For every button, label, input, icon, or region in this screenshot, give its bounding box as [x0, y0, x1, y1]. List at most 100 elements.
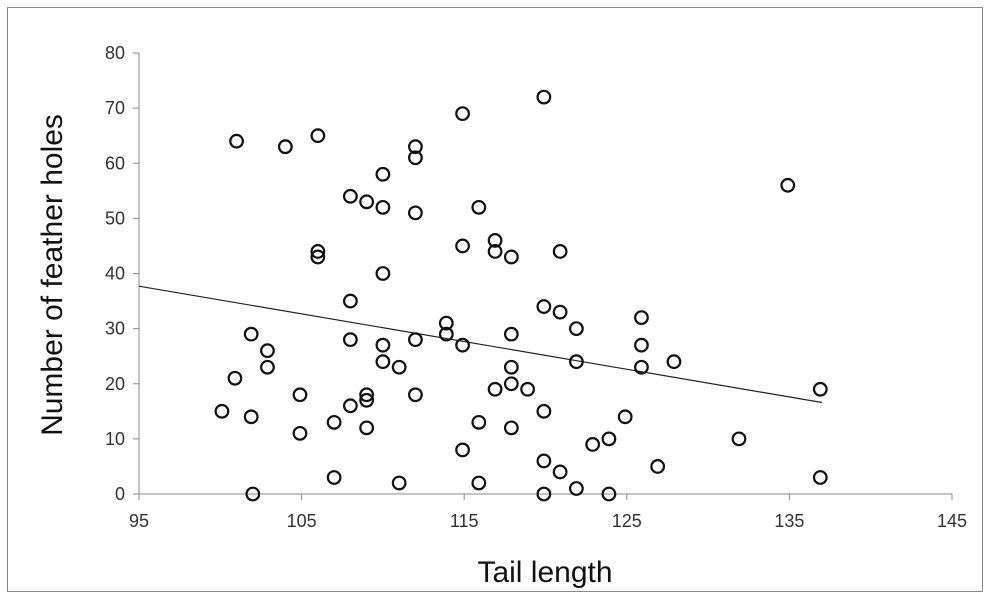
x-tick-label: 95	[129, 511, 149, 531]
data-point	[243, 409, 259, 425]
data-point	[408, 139, 423, 155]
x-tick-label: 135	[774, 511, 804, 531]
data-point	[471, 199, 487, 215]
data-point	[601, 486, 617, 502]
data-point	[260, 343, 275, 359]
data-point	[455, 106, 470, 122]
data-point	[375, 266, 391, 281]
data-point	[503, 326, 519, 342]
data-point	[666, 354, 682, 370]
data-point	[214, 403, 230, 419]
data-point	[245, 486, 261, 502]
data-point	[552, 304, 568, 320]
data-point	[310, 249, 326, 265]
y-tick-label: 20	[105, 374, 125, 394]
data-point	[310, 128, 326, 144]
y-tick-label: 50	[105, 208, 125, 228]
data-point	[503, 359, 519, 375]
data-point	[326, 414, 342, 430]
axes: 0 10 20 30 40 50 60 70 80 95 105 115 125 135 145	[105, 43, 967, 531]
data-point	[503, 249, 519, 265]
data-point	[375, 199, 391, 215]
data-point	[471, 414, 487, 430]
data-point	[375, 354, 391, 370]
data-point	[227, 370, 243, 386]
data-point	[812, 381, 828, 397]
data-point	[342, 398, 358, 414]
data-point	[487, 244, 503, 259]
data-point	[359, 392, 375, 408]
data-point	[536, 89, 552, 105]
x-tick-label: 115	[450, 511, 479, 531]
data-point	[438, 326, 454, 342]
data-point	[292, 425, 308, 441]
y-tick-label: 40	[105, 264, 125, 284]
x-tick-label: 125	[612, 511, 642, 531]
data-point	[408, 387, 423, 403]
data-point	[634, 337, 649, 353]
data-point	[487, 381, 503, 397]
data-point	[487, 233, 503, 248]
y-tick-label: 10	[105, 429, 125, 449]
data-point	[277, 139, 293, 155]
data-point	[471, 475, 487, 491]
data-point	[552, 464, 568, 480]
data-point	[359, 194, 375, 210]
data-point	[601, 431, 617, 447]
data-point	[391, 359, 407, 375]
y-axis-label: Number of feather holes	[36, 114, 69, 436]
data-point	[292, 387, 308, 403]
data-point	[536, 453, 552, 469]
data-point	[568, 321, 584, 337]
data-point	[552, 244, 568, 259]
y-tick-label: 70	[105, 98, 125, 118]
y-tick-label: 80	[105, 43, 125, 63]
data-point	[391, 475, 407, 491]
data-point	[503, 376, 519, 392]
data-point	[260, 359, 275, 375]
data-point	[617, 409, 633, 425]
y-tick-label: 30	[105, 319, 125, 339]
x-tick-label: 145	[937, 511, 967, 531]
y-tick-label: 0	[115, 484, 125, 504]
trendline-group	[138, 285, 823, 404]
data-point	[568, 354, 584, 370]
data-point	[780, 177, 796, 193]
data-point	[568, 481, 584, 496]
data-point	[342, 332, 358, 348]
data-point	[536, 403, 552, 419]
data-point	[634, 310, 649, 326]
data-point	[342, 293, 358, 309]
data-point	[650, 459, 666, 474]
data-point	[408, 332, 423, 348]
data-point	[310, 244, 326, 259]
data-point	[812, 470, 828, 485]
data-point	[229, 133, 244, 149]
data-point	[503, 420, 519, 436]
data-point	[359, 387, 375, 403]
data-point	[326, 470, 342, 485]
data-point	[375, 166, 391, 182]
data-point	[536, 486, 552, 502]
data-point	[536, 299, 552, 314]
data-point	[520, 381, 536, 397]
data-point	[375, 337, 391, 353]
data-point	[408, 205, 423, 221]
data-point	[408, 150, 423, 166]
y-tick-label: 60	[105, 153, 125, 173]
data-points	[214, 89, 828, 502]
trendline	[138, 285, 823, 404]
data-point	[455, 442, 470, 458]
data-point	[243, 326, 259, 342]
data-point	[455, 238, 470, 254]
x-axis-label: Tail length	[477, 556, 612, 589]
x-tick-label: 105	[287, 511, 317, 531]
data-point	[455, 337, 470, 353]
data-point	[359, 420, 375, 436]
data-point	[731, 431, 747, 447]
data-point	[585, 436, 601, 452]
data-point	[342, 188, 358, 204]
data-point	[438, 315, 454, 331]
data-point	[634, 359, 649, 375]
